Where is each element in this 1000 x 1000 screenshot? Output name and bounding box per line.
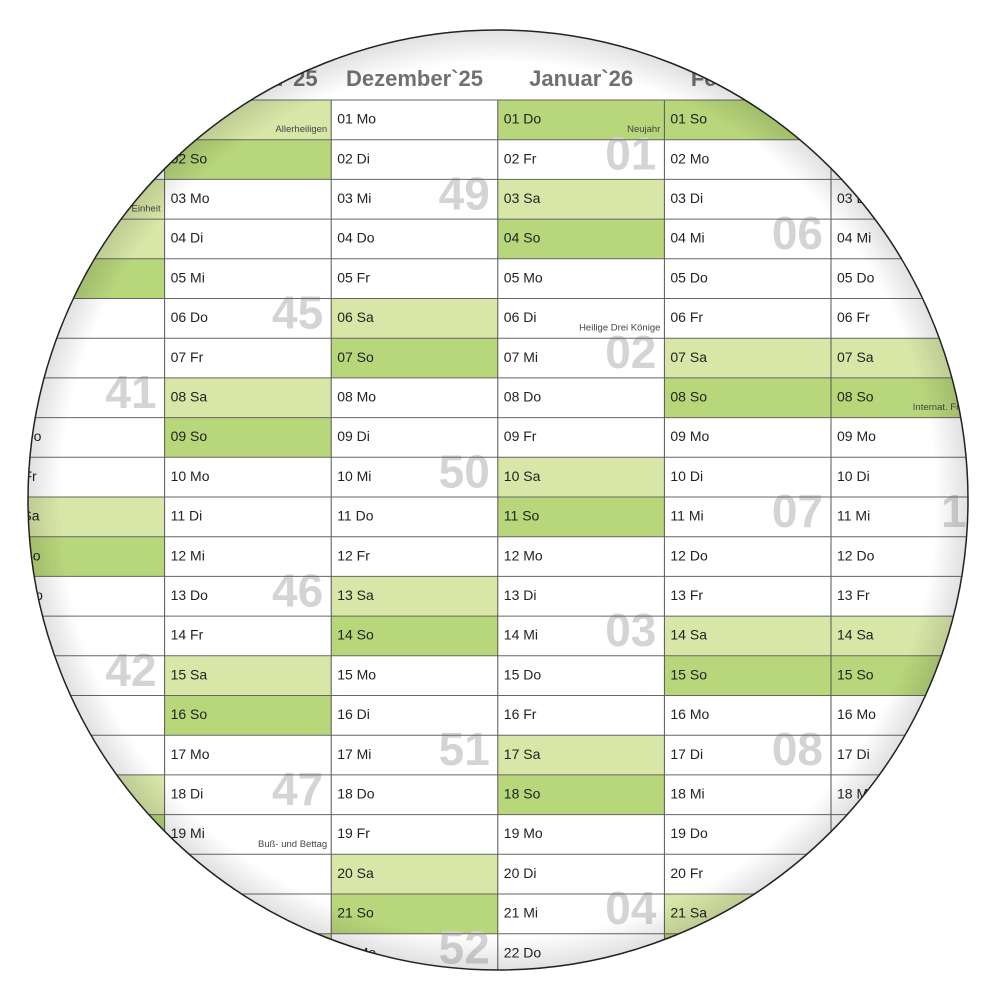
day-label: 07 Di [4, 349, 37, 365]
day-cell [28, 854, 165, 894]
day-label: 01 So [837, 111, 874, 127]
lens-border [27, 29, 969, 971]
day-cell [28, 814, 165, 855]
day-cell [831, 139, 968, 180]
day-cell [28, 139, 165, 180]
day-label: 01 Mi [4, 111, 38, 127]
day-label: 21 Sa [837, 905, 874, 921]
day-label: 19 So [4, 825, 41, 841]
day-label: 21 Di [4, 905, 37, 921]
day-cell [165, 973, 332, 1000]
day-cell [331, 973, 498, 1000]
day-label: 23 Di [337, 984, 370, 1000]
day-label: 20 Mo [4, 865, 43, 881]
day-cell [664, 973, 831, 1000]
day-label: 22 So [670, 944, 707, 960]
day-label: 21 Fr [171, 905, 204, 921]
day-label: 23 So [171, 984, 208, 1000]
day-label: 17 Fr [4, 746, 37, 762]
day-label: 06 Mo [4, 309, 43, 325]
day-label: 20 Do [171, 865, 209, 881]
day-label: 23 Fr [504, 984, 537, 1000]
day-label: 14 Di [4, 627, 37, 643]
day-label: 23 Mo [837, 984, 876, 1000]
day-label: 01 Sa [171, 111, 208, 127]
day-cell [164, 933, 332, 970]
day-label: 22 So [837, 944, 874, 960]
day-label: 23 Mo [670, 984, 709, 1000]
day-label: 18 Sa [4, 785, 41, 801]
day-cell [664, 933, 831, 970]
day-cell [28, 100, 165, 140]
day-cell [0, 973, 165, 1000]
day-label: 02 Mo [837, 150, 876, 166]
day-label: 19 Do [837, 825, 875, 841]
day-label: 05 So [4, 269, 41, 285]
day-label: 20 Fr [837, 865, 870, 881]
day-cell [831, 973, 998, 1000]
day-label: 22 Sa [171, 944, 208, 960]
day-label: 23 Do [4, 984, 42, 1000]
day-cell [831, 814, 968, 855]
day-cell [831, 854, 968, 894]
day-cell [28, 894, 165, 934]
day-cell [28, 933, 165, 970]
day-label: 03 Fr [4, 190, 37, 206]
day-label: 15 Mi [4, 666, 38, 682]
day-cell [831, 894, 968, 934]
day-cell [831, 933, 968, 970]
day-label: 04 Sa [4, 230, 41, 246]
day-label: 08 Mi [4, 388, 38, 404]
day-label: 02 Do [4, 150, 42, 166]
day-cell [498, 973, 665, 1000]
day-label: 16 Do [4, 706, 42, 722]
day-label: 22 Mi [4, 944, 38, 960]
day-cell [831, 100, 968, 140]
